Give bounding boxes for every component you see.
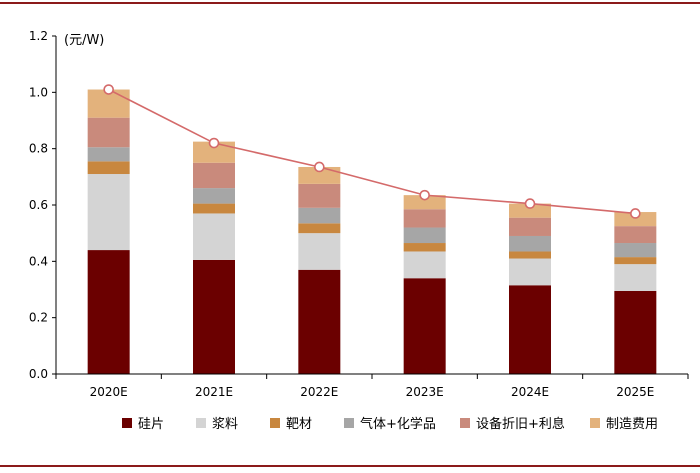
bar-segment-2-2025E [614,257,657,265]
y-tick-label: 0.8 [29,142,48,156]
y-tick-label: 0.6 [29,198,48,212]
bar-segment-1-2020E [87,174,130,251]
legend-swatch-4 [460,418,470,428]
bar-segment-5-2025E [614,212,657,227]
bottom-rule [0,465,700,467]
bar-segment-1-2023E [403,251,446,279]
x-tick-label: 2020E [90,385,128,399]
bar-segment-0-2020E [87,250,130,374]
bar-segment-3-2020E [87,147,130,162]
total-cost-point-2021E [208,137,220,149]
bar-segment-5-2023E [403,195,446,210]
y-axis: 0.0 0.2 0.4 0.6 0.8 1.0 1.2 [29,29,57,381]
y-tick-label: 0.0 [29,367,48,381]
x-tick-label: 2025E [616,385,654,399]
bar-segment-5-2021E [193,141,235,163]
bar-segment-0-2023E [403,278,446,374]
bar-segment-4-2024E [509,217,551,236]
legend-swatch-1 [196,418,206,428]
legend-label-3: 气体+化学品 [360,416,436,432]
top-rule [0,2,700,4]
bar-segment-4-2025E [614,226,657,244]
legend-label-5: 制造费用 [606,417,658,432]
bar-segment-5-2022E [298,166,341,184]
legend-label-1: 浆料 [212,417,238,432]
legend: 硅片 浆料 靶材 气体+化学品 设备折旧+利息 制造费用 [122,416,658,432]
legend-swatch-5 [590,418,600,428]
bar-segment-1-2025E [614,264,657,291]
bar-segment-1-2024E [509,258,551,286]
bar-segment-2-2022E [298,223,341,234]
bar-segment-3-2025E [614,243,657,258]
bar-segment-3-2022E [298,207,341,224]
legend-label-2: 靶材 [286,417,312,432]
bar-segment-2-2024E [509,251,551,259]
total-cost-point-2024E [524,198,536,209]
bars-group [87,89,657,374]
bar-segment-3-2024E [509,235,551,252]
bar-segment-3-2023E [403,227,446,244]
bar-segment-5-2024E [509,203,551,218]
legend-label-0: 硅片 [138,417,164,432]
y-tick-label: 1.0 [29,85,48,99]
x-tick-label: 2021E [195,385,233,399]
legend-swatch-2 [270,418,280,428]
legend-swatch-3 [344,418,354,428]
bar-segment-4-2020E [87,117,130,148]
bar-segment-2-2021E [193,203,235,214]
x-tick-label: 2023E [406,385,444,399]
x-tick-label: 2022E [300,385,338,399]
bar-segment-0-2021E [193,259,235,374]
legend-swatch-0 [122,418,132,428]
y-tick-label: 0.2 [29,311,48,325]
total-cost-point-2025E [630,208,641,219]
bar-segment-1-2021E [193,213,235,260]
bar-segment-0-2022E [298,269,341,374]
legend-label-4: 设备折旧+利息 [476,416,565,432]
bar-segment-0-2024E [509,285,551,374]
bar-segment-3-2021E [193,188,235,204]
bar-segment-4-2023E [403,209,446,228]
x-tick-label: 2024E [511,385,549,399]
bar-segment-2-2020E [87,161,130,175]
y-tick-label: 1.2 [29,29,48,43]
bar-segment-2-2023E [403,243,446,252]
bar-segment-0-2025E [614,290,657,374]
total-line-group [103,84,641,219]
total-cost-point-2020E [103,84,114,95]
x-axis: 2020E 2021E 2022E 2023E 2024E 2025E [55,373,689,399]
bar-segment-4-2021E [193,162,235,189]
bar-segment-4-2022E [298,183,341,208]
bar-segment-1-2022E [298,233,341,270]
total-cost-point-2023E [419,189,430,201]
total-cost-point-2022E [314,161,325,173]
unit-label: (元/W) [64,33,104,48]
y-tick-label: 0.4 [29,254,48,268]
total-cost-line [108,88,636,215]
